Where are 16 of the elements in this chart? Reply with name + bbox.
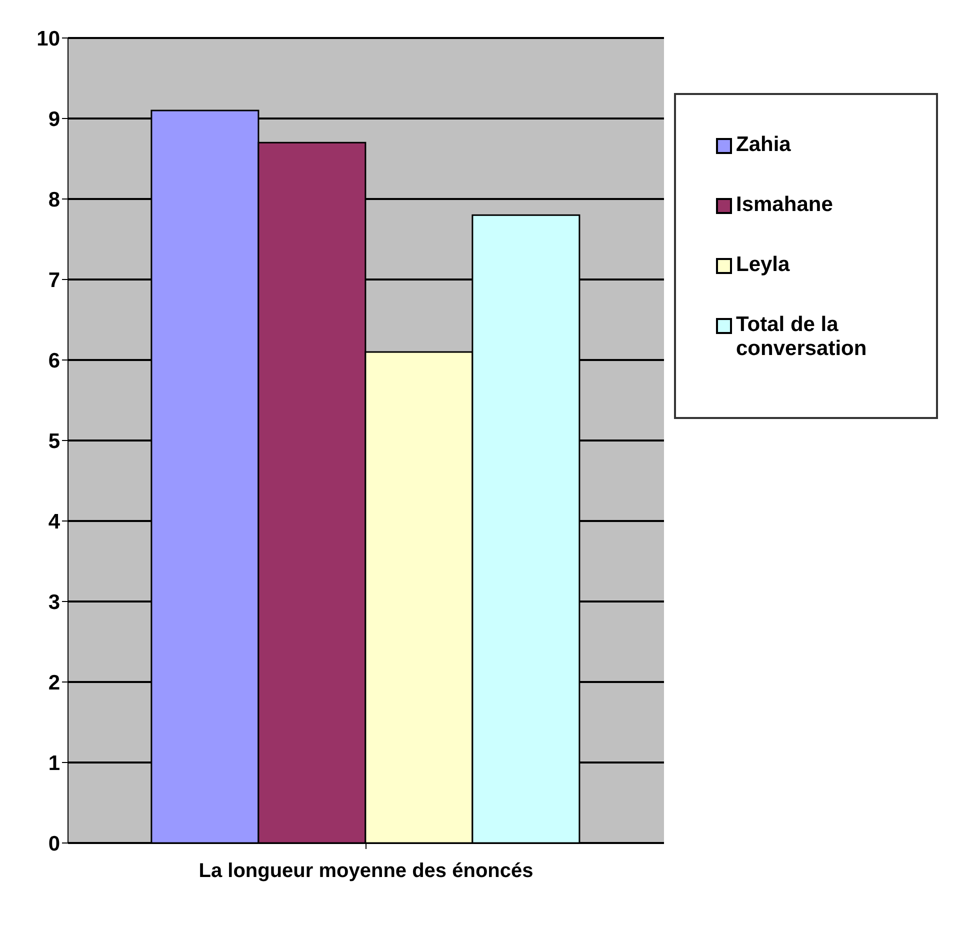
legend-label: Total de la conversation <box>736 313 868 361</box>
legend-label: Leyla <box>736 253 790 277</box>
y-tick-label: 1 <box>48 752 60 775</box>
y-tick-label: 10 <box>36 27 60 50</box>
x-tick-label: La longueur moyenne des énoncés <box>198 860 534 882</box>
y-tick-label: 0 <box>48 832 60 856</box>
y-tick-label: 6 <box>48 349 60 372</box>
legend-label: Ismahane <box>736 193 833 217</box>
legend-label: Zahia <box>736 133 791 157</box>
y-tick-label: 8 <box>48 188 60 212</box>
y-tick-label: 9 <box>48 108 60 131</box>
y-tick-label: 3 <box>48 590 60 614</box>
y-tick-label: 2 <box>48 671 60 694</box>
y-tick-label: 4 <box>48 510 60 534</box>
y-tick-label: 7 <box>48 268 60 292</box>
y-tick-label: 5 <box>48 430 60 453</box>
